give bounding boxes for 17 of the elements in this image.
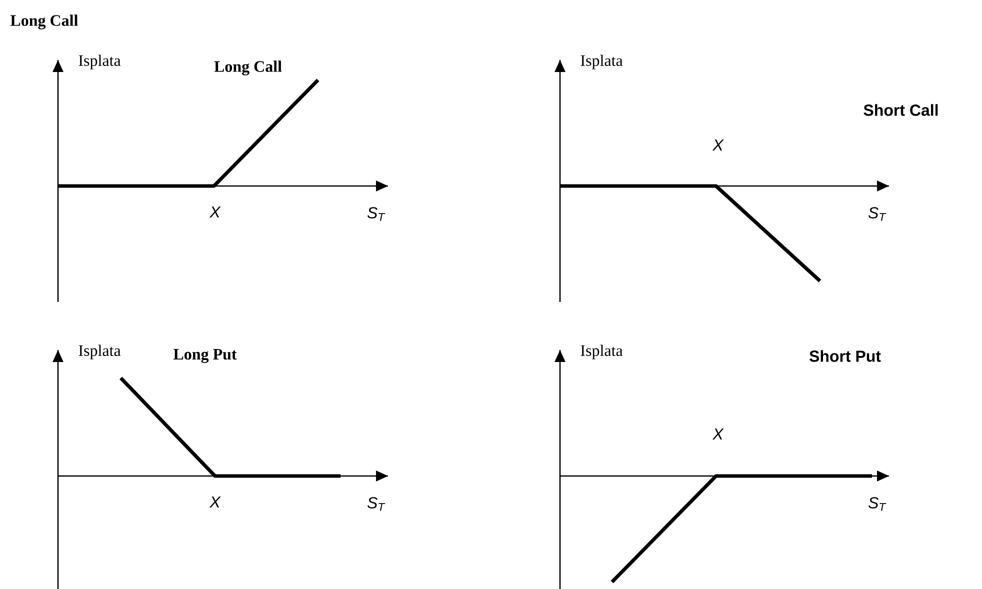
text: X (712, 139, 724, 150)
text: X (209, 206, 221, 218)
chart-title: Short Put (809, 350, 881, 362)
chart-title: Long Put (174, 348, 237, 363)
text: X (209, 496, 221, 508)
chart-title: Long Call (214, 60, 282, 76)
y-axis-title: Isplata (580, 344, 623, 360)
text: Long Call (10, 14, 78, 30)
y-axis-title: Isplata (78, 54, 121, 70)
y-axis-title: Isplata (580, 54, 623, 70)
x-axis-title: S$_{T}$ (868, 497, 886, 511)
x-axis-title: S$_{T}$ (868, 207, 886, 221)
x-axis-title: S$_{T}$ (367, 207, 386, 221)
y-axis-title: Isplata (78, 344, 121, 360)
x-axis-title: S$_{T}$ (367, 497, 386, 511)
text: X (712, 428, 724, 440)
chart-title: Short Call (864, 104, 938, 116)
